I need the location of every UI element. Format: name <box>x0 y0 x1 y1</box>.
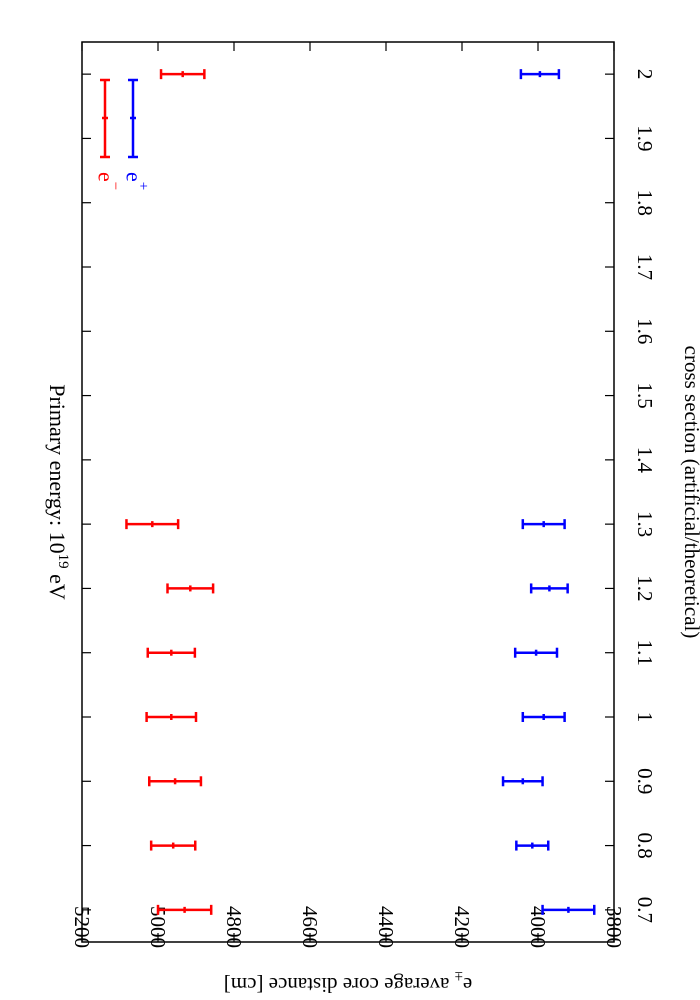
x-tick-label: 1.5 <box>633 382 657 408</box>
data-point <box>125 519 180 530</box>
legend-label-sign: − <box>107 182 123 190</box>
x-tick-label: 1 <box>633 712 657 723</box>
y-tick-label: 4800 <box>222 906 246 948</box>
data-point <box>521 712 566 722</box>
y-tick-label: 4600 <box>298 906 322 948</box>
data-point <box>156 904 213 915</box>
x-tick-label: 1.1 <box>633 640 657 666</box>
data-point <box>146 647 197 658</box>
x-tick-label: 0.8 <box>633 832 657 858</box>
x-tick-label: 2 <box>633 69 657 80</box>
data-point <box>513 647 559 658</box>
x-axis-label: cross section (artificial/theoretical) <box>680 346 700 639</box>
ylabel-pm: ± <box>455 968 463 984</box>
legend-label-sign: + <box>135 182 151 190</box>
x-tick-label: 0.9 <box>633 768 657 794</box>
data-point <box>515 840 550 851</box>
data-point <box>159 69 206 80</box>
x-tick-label: 1.6 <box>633 318 657 344</box>
x-tick-label: 1.2 <box>633 575 657 601</box>
data-point <box>166 583 215 594</box>
ylabel-suffix: average core distance [cm] <box>224 973 455 997</box>
data-point <box>148 776 203 787</box>
y-tick-label: 4000 <box>526 906 550 948</box>
y-tick-label: 4200 <box>450 906 474 948</box>
data-point <box>145 712 198 722</box>
plot-frame <box>81 41 615 943</box>
data-point <box>519 69 561 80</box>
x-tick-label: 1.9 <box>633 125 657 151</box>
x-tick-label: 1.7 <box>633 254 657 280</box>
x-tick-label: 1.8 <box>633 190 657 216</box>
data-point <box>541 904 596 915</box>
data-points <box>125 69 596 915</box>
x-tick-label: 1.4 <box>633 447 657 474</box>
title-superscript: 19 <box>55 554 71 569</box>
x-tick-label: 1.3 <box>633 511 657 537</box>
tick-labels: 0.70.80.911.11.21.31.41.51.61.71.81.9238… <box>70 69 657 948</box>
title-suffix: eV <box>45 569 70 600</box>
data-point <box>501 776 544 787</box>
y-tick-label: 4400 <box>374 906 398 948</box>
data-point <box>521 519 566 530</box>
data-point <box>529 583 569 594</box>
x-tick-label: 0.7 <box>633 897 657 923</box>
data-point <box>149 840 197 851</box>
